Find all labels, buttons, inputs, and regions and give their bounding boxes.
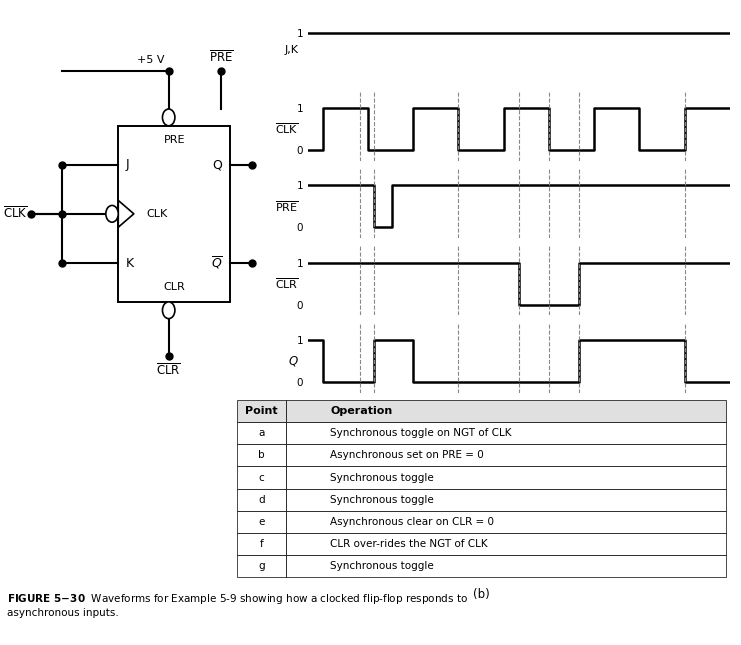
Text: b: b [370,406,377,415]
Text: PRE: PRE [164,135,185,146]
Text: g: g [681,406,688,415]
Text: a: a [357,406,364,415]
Bar [119,126,230,302]
Text: $\mathbf{FIGURE\ 5\!-\!30}$  Waveforms for Example 5-9 showing how a clocked fli: $\mathbf{FIGURE\ 5\!-\!30}$ Waveforms fo… [7,592,468,618]
Text: $\overline{\rm CLK}$: $\overline{\rm CLK}$ [275,122,299,136]
Circle shape [106,205,119,222]
Text: $Q$: $Q$ [288,354,299,368]
Text: $\overline{\rm CLR}$: $\overline{\rm CLR}$ [156,362,181,378]
Text: $\overline{\rm CLK}$: $\overline{\rm CLK}$ [4,206,28,222]
Text: +5 V: +5 V [136,55,164,65]
Circle shape [162,109,175,126]
Text: $\overline{\rm PRE}$: $\overline{\rm PRE}$ [275,199,299,213]
Text: e: e [545,406,552,415]
Text: CLR: CLR [164,282,185,292]
Text: d: d [515,406,522,415]
Text: J: J [126,158,130,171]
Text: $\overline{Q}$: $\overline{Q}$ [210,255,222,272]
Text: $\overline{\rm CLR}$: $\overline{\rm CLR}$ [275,277,299,291]
Text: f: f [577,406,581,415]
Text: $\overline{\rm PRE}$: $\overline{\rm PRE}$ [209,50,233,65]
Text: CLK: CLK [146,209,167,219]
Text: c: c [455,406,462,415]
Text: J,K: J,K [285,45,299,55]
Text: Q: Q [213,158,222,171]
Text: (b): (b) [473,588,490,601]
Text: K: K [126,257,134,270]
Text: (a): (a) [511,429,527,442]
Circle shape [162,302,175,319]
